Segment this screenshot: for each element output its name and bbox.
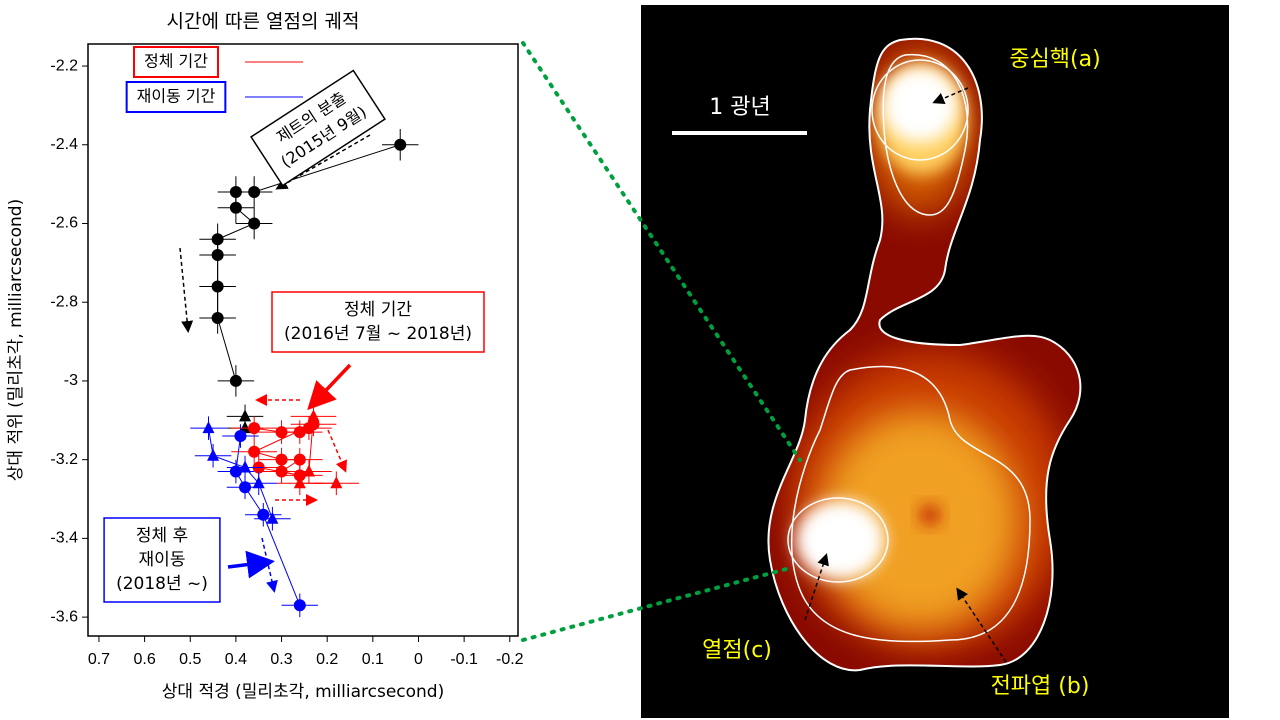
point: [229, 374, 242, 387]
scale-label: 1 광년: [709, 95, 770, 120]
point: [239, 409, 252, 422]
legend-box: [133, 46, 219, 78]
arrows: [179, 134, 371, 593]
point: [248, 445, 261, 458]
legend-entry: 정체 기간: [133, 46, 303, 78]
point: [248, 422, 261, 435]
point: [257, 508, 270, 521]
x-axis-label: 상대 적경 (밀리초각, milliarcsecond): [162, 682, 444, 702]
annotation: 정체 기간 (2016년 7월 ~ 2018년): [271, 291, 485, 353]
annotation-text: 정체 기간: [344, 300, 412, 320]
point: [239, 421, 252, 434]
y-tick-label: -2.4: [50, 136, 78, 153]
annotation: 제트의 분출(2015년 9월): [250, 69, 386, 187]
annotation-text: 정체 후: [136, 526, 188, 546]
annotation-box: [271, 291, 485, 353]
y-axis-label: 상대 적위 (밀리초각, milliarcsecond): [6, 199, 26, 481]
point: [275, 465, 288, 478]
point: [293, 453, 306, 466]
point: [239, 481, 252, 494]
point: [229, 201, 242, 214]
point: [207, 448, 220, 461]
point: [229, 465, 242, 478]
y-tick-label: -3: [64, 372, 78, 389]
plot-frame: [87, 43, 519, 637]
point: [293, 599, 306, 612]
chart-title: 시간에 따른 열점의 궤적: [167, 11, 360, 33]
y-tick-label: -2.2: [50, 57, 78, 74]
series: [190, 416, 291, 531]
point: [211, 280, 224, 293]
x-tick-label: 0.7: [88, 651, 110, 668]
x-tick-label: 0.1: [362, 651, 384, 668]
series: [276, 404, 360, 496]
legend-entry: 재이동 기간: [125, 81, 303, 113]
point: [266, 511, 279, 524]
y-tick-label: -3.6: [50, 608, 78, 625]
x-tick-label: 0.5: [179, 651, 201, 668]
annotation-text: (2018년 ~): [116, 574, 208, 594]
point: [293, 476, 306, 489]
x-tick-label: -0.2: [496, 651, 524, 668]
point: [211, 311, 224, 324]
y-tick-label: -2.6: [50, 215, 78, 232]
core-label: 중심핵(a): [1009, 47, 1100, 72]
point: [239, 460, 252, 473]
point: [293, 426, 306, 439]
series: [217, 424, 319, 618]
lobe-label: 전파엽 (b): [991, 674, 1090, 699]
x-tick-label: 0.4: [225, 651, 247, 668]
point: [234, 430, 247, 443]
annotation-box: [250, 69, 386, 187]
series: [231, 412, 337, 488]
annotation-box: [103, 517, 221, 603]
point: [211, 248, 224, 261]
point: [252, 476, 265, 489]
zoom-line: [521, 566, 792, 642]
x-tick-label: 0: [414, 651, 423, 668]
hotspot-label: 열점(c): [702, 638, 772, 663]
point: [394, 138, 407, 151]
x-tick-label: 0.3: [270, 651, 292, 668]
legend-label: 정체 기간: [144, 52, 208, 71]
series: [226, 404, 264, 440]
x-tick-label: 0.6: [133, 651, 155, 668]
point: [202, 421, 215, 434]
zoom-line: [521, 41, 802, 462]
y-tick-label: -3.4: [50, 530, 78, 547]
annotation-text: 재이동: [139, 550, 186, 570]
point: [248, 217, 261, 230]
point: [307, 409, 320, 422]
point: [302, 464, 315, 477]
series: [199, 129, 419, 397]
x-tick-label: -0.1: [450, 651, 478, 668]
y-tick-label: -2.8: [50, 293, 78, 310]
point: [330, 476, 343, 489]
y-tick-label: -3.2: [50, 451, 78, 468]
legend-box: [125, 81, 227, 113]
x-tick-label: 0.2: [316, 651, 338, 668]
annotation-text: (2016년 7월 ~ 2018년): [284, 324, 472, 344]
radio-image: 1 광년 중심핵(a) 전파엽 (b) 열점(c): [641, 5, 1229, 718]
legend-label: 재이동 기간: [137, 87, 216, 106]
